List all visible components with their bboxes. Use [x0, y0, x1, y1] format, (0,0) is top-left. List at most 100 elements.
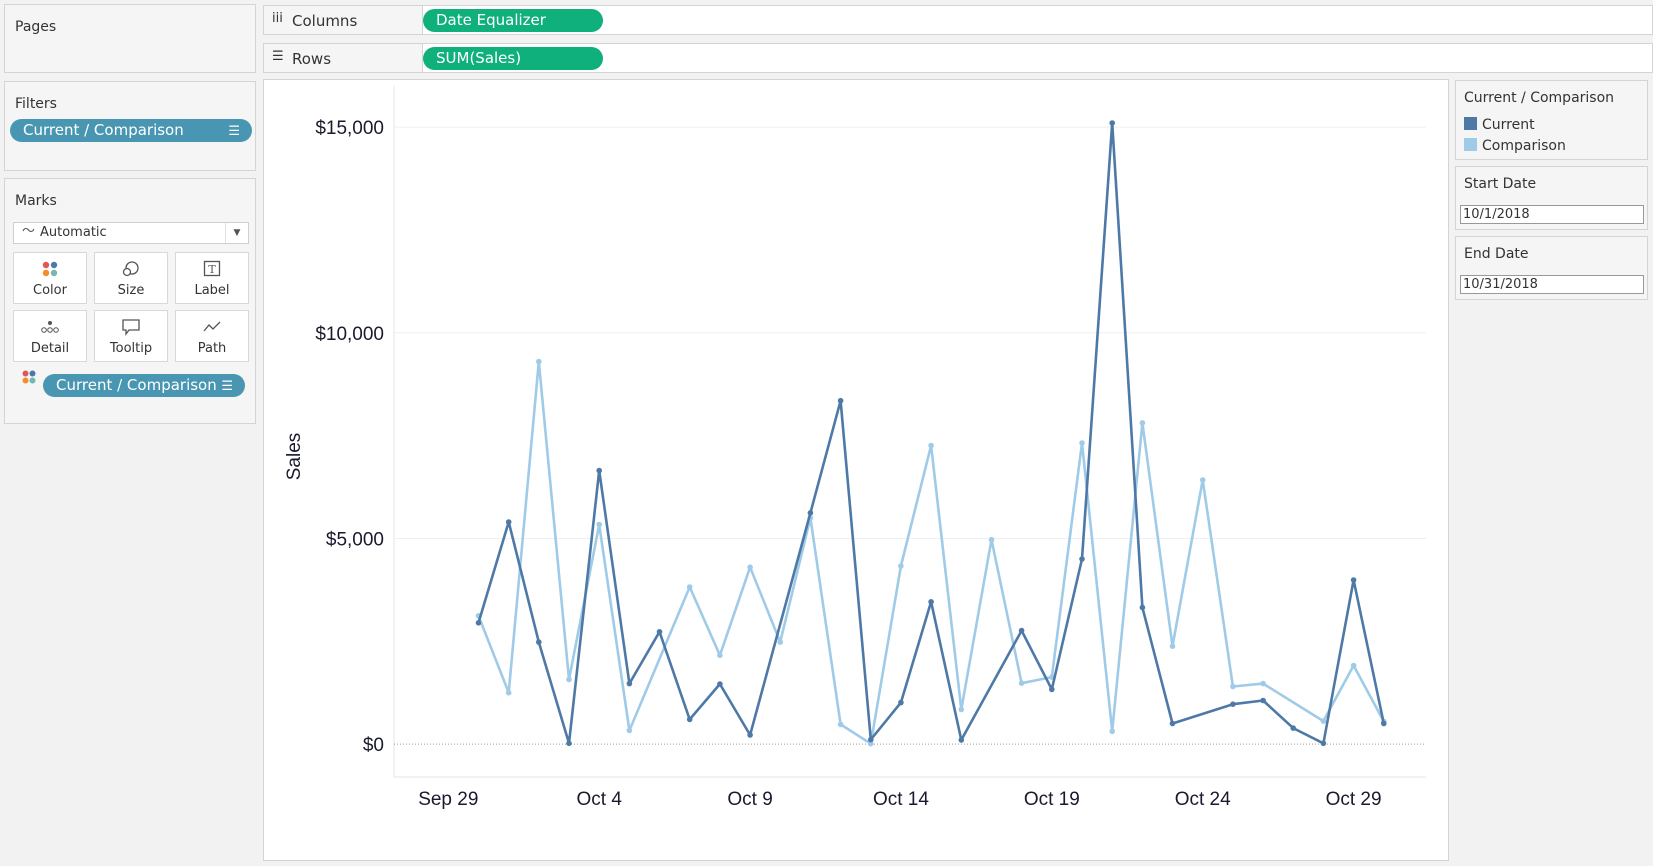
rows-shelf: ☰ Rows SUM(Sales) [263, 43, 1653, 73]
columns-label: Columns [292, 12, 358, 30]
data-point-current [1079, 556, 1085, 562]
data-point-current [928, 599, 934, 605]
mark-type-value: Automatic [40, 225, 107, 240]
pages-card: Pages [4, 4, 256, 73]
rows-pill-sum-sales[interactable]: SUM(Sales) [423, 47, 603, 70]
data-point-current [1018, 627, 1025, 634]
x-tick-label: Oct 29 [1326, 789, 1382, 810]
data-point-comparison [777, 639, 783, 645]
data-point-comparison [505, 689, 512, 696]
data-point-current [686, 716, 693, 723]
path-icon [176, 318, 248, 338]
y-tick-label: $10,000 [315, 324, 384, 345]
data-point-comparison [868, 740, 874, 747]
start-date-input[interactable]: 10/1/2018 [1460, 205, 1644, 224]
data-point-current [1049, 686, 1055, 693]
color-label: Color [33, 283, 67, 298]
pages-title: Pages [15, 19, 57, 35]
data-point-comparison [958, 706, 965, 713]
label-label: Label [194, 283, 230, 298]
color-pill-label: Current / Comparison [56, 376, 217, 394]
data-point-comparison [837, 721, 844, 728]
data-point-current [717, 681, 723, 687]
size-icon [95, 260, 167, 280]
color-button[interactable]: Color [13, 252, 87, 304]
legend-label-comparison: Comparison [1482, 138, 1566, 154]
data-point-current [1169, 720, 1176, 727]
data-point-comparison [536, 358, 542, 365]
end-date-input[interactable]: 10/31/2018 [1460, 275, 1644, 294]
columns-pill-date-equalizer[interactable]: Date Equalizer [423, 9, 603, 32]
y-tick-label: $0 [363, 735, 384, 756]
path-button[interactable]: Path [175, 310, 249, 362]
size-button[interactable]: Size [94, 252, 168, 304]
data-point-comparison [1350, 662, 1357, 669]
data-point-current [898, 699, 904, 706]
rows-label: Rows [292, 50, 332, 68]
columns-icon: iii [272, 11, 283, 26]
data-point-comparison [1109, 728, 1115, 735]
legend-title: Current / Comparison [1464, 90, 1615, 106]
mark-type-dropdown[interactable]: 〜 Automatic ▼ [13, 222, 249, 244]
label-icon: T [176, 260, 248, 280]
data-point-comparison [1139, 420, 1146, 426]
label-button[interactable]: T Label [175, 252, 249, 304]
data-point-current [1260, 697, 1266, 704]
data-point-current [837, 397, 844, 404]
chevron-down-icon: ▼ [225, 223, 248, 243]
legend-item-current[interactable]: Current [1464, 117, 1535, 133]
data-point-current [536, 639, 542, 645]
sort-icon: ☰ [221, 379, 233, 394]
detail-label: Detail [30, 341, 70, 356]
data-point-current [958, 737, 965, 743]
y-tick-label: $5,000 [326, 529, 384, 550]
color-encoding-icon [21, 369, 37, 389]
legend-item-comparison[interactable]: Comparison [1464, 138, 1566, 154]
start-date-title: Start Date [1464, 176, 1537, 192]
data-point-current [1139, 604, 1146, 611]
color-icon [14, 260, 86, 280]
svg-text:T: T [208, 263, 216, 276]
data-point-comparison [1199, 477, 1206, 483]
data-point-comparison [1320, 718, 1327, 724]
data-point-current [1230, 701, 1236, 707]
data-point-comparison [928, 442, 934, 449]
data-point-comparison [898, 563, 904, 569]
data-point-current [747, 732, 753, 738]
data-point-current [1109, 120, 1115, 126]
x-tick-label: Oct 19 [1024, 789, 1080, 810]
detail-button[interactable]: Detail [13, 310, 87, 362]
y-axis-label: Sales [284, 433, 305, 481]
filters-card: Filters Current / Comparison ☰ [4, 81, 256, 171]
color-pill-current-comparison[interactable]: Current / Comparison ☰ [43, 374, 245, 397]
end-date-parameter: End Date 10/31/2018 [1455, 236, 1648, 300]
columns-shelf: iii Columns Date Equalizer [263, 5, 1653, 35]
data-point-comparison [1260, 680, 1266, 687]
data-point-current [1290, 725, 1296, 731]
y-tick-label: $15,000 [315, 118, 384, 139]
data-point-current [1320, 740, 1327, 747]
end-date-title: End Date [1464, 246, 1529, 262]
start-date-parameter: Start Date 10/1/2018 [1455, 166, 1648, 230]
line-chart: $0 $5,000 $10,000 $15,000 Sales Sep 29 Oct 4 Oc… [284, 86, 1426, 810]
tooltip-icon [95, 318, 167, 338]
filter-pill-current-comparison[interactable]: Current / Comparison ☰ [10, 119, 252, 142]
data-point-current [505, 519, 512, 525]
tooltip-button[interactable]: Tooltip [94, 310, 168, 362]
data-point-current [626, 680, 633, 687]
marks-title: Marks [15, 193, 57, 209]
line-chart-icon: 〜 [22, 224, 36, 239]
data-point-comparison [717, 652, 723, 659]
rows-icon: ☰ [272, 49, 284, 64]
rows-drop-area[interactable]: SUM(Sales) [422, 44, 1652, 72]
legend-label-current: Current [1482, 117, 1535, 133]
sort-icon: ☰ [228, 124, 240, 139]
size-label: Size [117, 283, 145, 298]
x-tick-label: Oct 4 [576, 789, 622, 810]
columns-drop-area[interactable]: Date Equalizer [422, 6, 1652, 34]
columns-pill-label: Date Equalizer [436, 11, 546, 29]
filters-title: Filters [15, 96, 57, 112]
data-point-current [566, 740, 572, 747]
data-point-comparison [626, 727, 633, 734]
tooltip-label: Tooltip [109, 341, 153, 356]
